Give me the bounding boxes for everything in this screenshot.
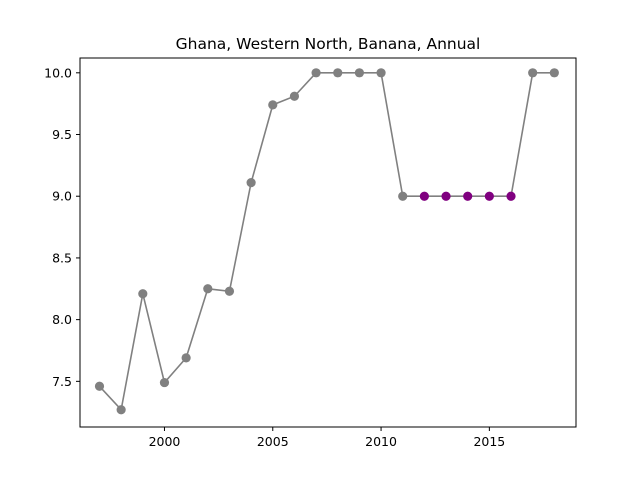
data-point-highlighted-2016 [506, 191, 516, 201]
data-point-highlighted-2013 [441, 191, 451, 201]
y-tick-label: 7.5 [52, 374, 72, 389]
data-point-2006 [289, 91, 300, 101]
y-tick-label: 9.5 [52, 127, 72, 142]
data-point-2000 [159, 377, 170, 388]
data-point-highlighted-2014 [463, 191, 473, 201]
y-axis: 7.5 8.0 8.5 9.0 9.5 10.0 [44, 65, 80, 389]
data-point-highlighted-2015 [484, 191, 494, 201]
data-point-2017 [528, 68, 538, 78]
y-tick-label: 10.0 [44, 65, 72, 80]
data-point-2007 [311, 68, 321, 78]
data-point-2008 [333, 68, 343, 78]
x-axis: 2000 2005 2010 2015 [149, 427, 505, 449]
data-point-2010 [376, 68, 386, 78]
plot-area: 2000 2005 2010 2015 7.5 8.0 8.5 9.0 9.5 10.0 [44, 57, 577, 449]
axes-frame [79, 57, 577, 428]
data-point-2002 [203, 284, 213, 294]
data-point-2004 [246, 178, 256, 188]
data-point-2011 [398, 191, 408, 201]
x-tick-label: 2015 [473, 434, 505, 449]
data-point-2001 [181, 353, 191, 363]
data-point-1997 [94, 381, 105, 391]
data-point-2018 [549, 68, 559, 78]
data-markers [94, 68, 559, 415]
x-tick-label: 2005 [257, 434, 289, 449]
x-tick-label: 2010 [365, 434, 397, 449]
x-tick-label: 2000 [149, 434, 181, 449]
y-tick-label: 8.5 [52, 250, 72, 265]
data-point-1999 [138, 289, 148, 299]
data-point-highlighted-2012 [419, 191, 429, 201]
data-point-2009 [354, 68, 365, 78]
data-point-2003 [224, 286, 235, 296]
data-point-1998 [116, 405, 126, 415]
y-tick-label: 8.0 [52, 312, 72, 327]
y-tick-label: 9.0 [52, 189, 72, 204]
data-point-2005 [268, 100, 278, 110]
chart-title: Ghana, Western North, Banana, Annual [176, 35, 481, 53]
series-line [98, 72, 555, 412]
